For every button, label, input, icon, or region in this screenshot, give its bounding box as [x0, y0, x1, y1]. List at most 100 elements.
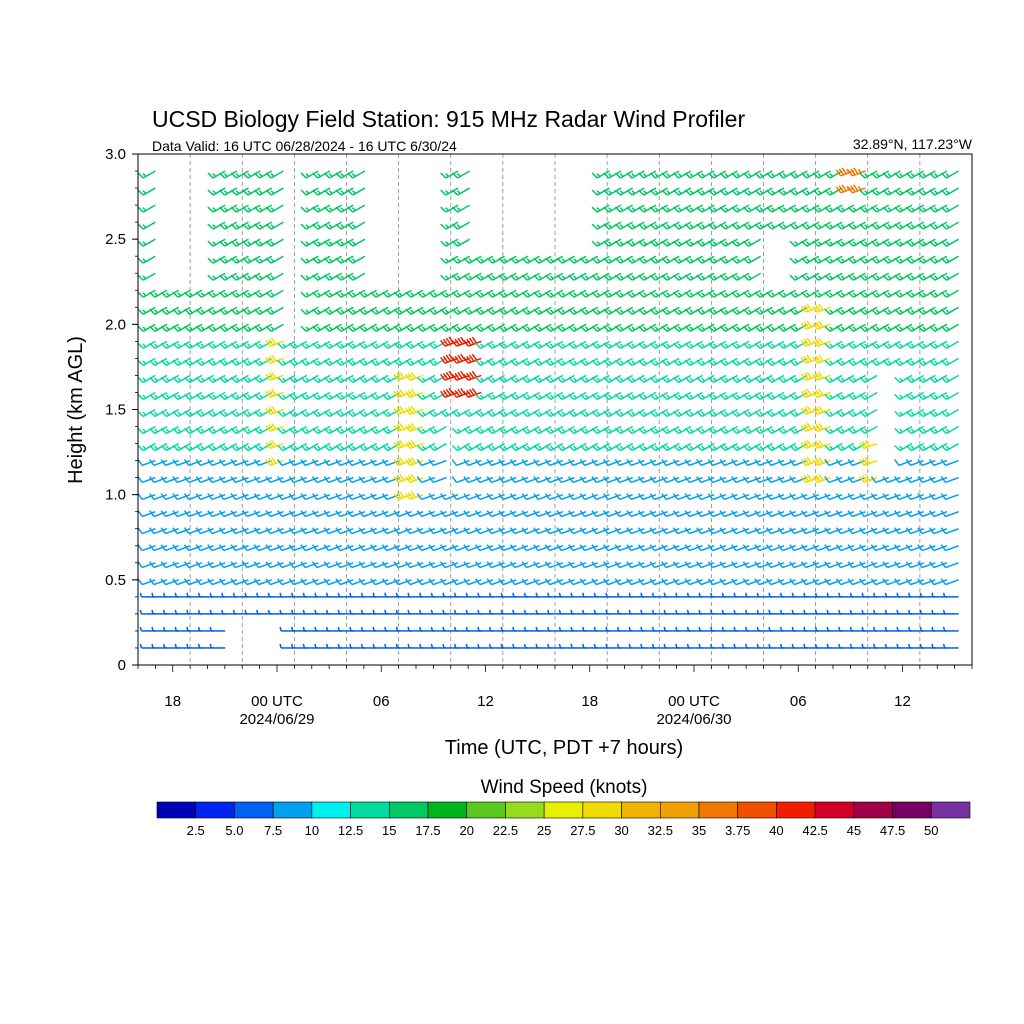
wind-barb	[405, 357, 424, 367]
wind-barb	[393, 289, 412, 298]
barb-full-feather	[463, 291, 470, 298]
barb-staff	[386, 528, 401, 535]
barb-half-feather	[698, 643, 701, 649]
barb-full-feather	[347, 427, 354, 435]
barb-half-feather	[523, 643, 527, 649]
barb-full-feather	[638, 444, 645, 452]
barb-half-feather	[421, 309, 426, 314]
barb-half-feather	[736, 241, 741, 246]
wind-barb	[323, 408, 343, 418]
barb-half-feather	[643, 173, 647, 178]
barb-full-feather	[405, 476, 411, 483]
barb-full-feather	[300, 578, 306, 586]
wind-barb	[288, 374, 308, 384]
wind-barb	[335, 527, 354, 535]
barb-half-feather	[747, 190, 752, 195]
wind-barb	[149, 289, 168, 298]
barb-full-feather	[300, 493, 306, 500]
barb-full-feather	[579, 376, 587, 383]
wind-barb	[183, 578, 203, 586]
barb-full-feather	[579, 427, 587, 435]
barb-full-feather	[335, 393, 342, 401]
barb-full-feather	[323, 223, 331, 230]
barb-half-feather	[165, 343, 170, 348]
barb-full-feather	[614, 206, 622, 213]
barb-staff	[409, 579, 424, 586]
barb-full-feather	[440, 578, 446, 586]
barb-full-feather	[160, 578, 167, 586]
barb-half-feather	[582, 592, 585, 598]
barb-half-feather	[340, 445, 345, 450]
wind-barb	[149, 442, 168, 452]
barb-half-feather	[445, 275, 450, 280]
barb-staff	[141, 528, 156, 535]
wind-barb	[323, 272, 343, 281]
barb-full-feather	[442, 389, 449, 397]
barb-full-feather	[335, 189, 342, 196]
barb-half-feather	[235, 445, 240, 450]
barb-half-feather	[701, 292, 706, 297]
barb-half-feather	[570, 592, 573, 598]
barb-half-feather	[549, 343, 554, 348]
barb-half-feather	[360, 643, 364, 649]
barb-full-feather	[218, 206, 226, 213]
barb-full-feather	[410, 474, 417, 481]
barb-half-feather	[139, 609, 143, 615]
barb-half-feather	[165, 360, 170, 365]
barb-full-feather	[533, 342, 540, 349]
barb-half-feather	[573, 411, 578, 416]
barb-full-feather	[603, 410, 610, 418]
barb-half-feather	[747, 428, 752, 433]
barb-full-feather	[370, 427, 377, 435]
barb-full-feather	[160, 393, 168, 401]
wind-barb	[323, 510, 342, 518]
wind-barb	[300, 425, 319, 435]
wind-barb	[230, 374, 249, 384]
wind-barb	[311, 544, 331, 552]
barb-full-feather	[731, 189, 738, 196]
barb-staff	[188, 528, 203, 535]
barb-full-feather	[149, 393, 156, 401]
barb-full-feather	[544, 427, 552, 435]
wind-barb	[416, 544, 436, 552]
barb-half-feather	[584, 292, 589, 297]
barb-full-feather	[300, 544, 306, 551]
barb-full-feather	[370, 342, 377, 349]
wind-barb	[253, 238, 273, 247]
wind-barb	[370, 340, 389, 350]
barb-full-feather	[399, 422, 405, 430]
barb-half-feather	[619, 207, 624, 212]
barb-full-feather	[626, 410, 633, 418]
wind-barb	[195, 578, 214, 586]
barb-half-feather	[643, 292, 647, 297]
barb-half-feather	[386, 394, 391, 399]
barb-staff	[374, 545, 389, 552]
wind-barb	[277, 442, 296, 452]
barb-full-feather	[440, 390, 446, 398]
barb-half-feather	[666, 224, 671, 229]
wind-barb	[300, 340, 319, 350]
barb-half-feather	[139, 643, 143, 649]
barb-half-feather	[488, 643, 492, 649]
wind-barb	[428, 289, 447, 298]
barb-full-feather	[614, 257, 622, 264]
wind-barb	[300, 476, 319, 484]
barb-full-feather	[137, 376, 144, 383]
barb-full-feather	[184, 359, 191, 366]
barb-full-feather	[533, 308, 540, 315]
barb-full-feather	[149, 376, 156, 383]
barb-full-feather	[393, 291, 400, 298]
barb-full-feather	[614, 223, 622, 230]
wind-barb	[347, 425, 366, 435]
barb-full-feather	[521, 274, 528, 281]
barb-staff	[352, 255, 366, 264]
barb-staff	[304, 476, 319, 484]
barb-half-feather	[561, 275, 566, 280]
barb-half-feather	[549, 326, 554, 331]
barb-full-feather	[475, 291, 482, 298]
wind-barb	[149, 425, 168, 435]
barb-half-feather	[573, 258, 578, 263]
barb-full-feather	[323, 240, 331, 247]
barb-full-feather	[393, 442, 399, 449]
barb-full-feather	[370, 444, 377, 452]
